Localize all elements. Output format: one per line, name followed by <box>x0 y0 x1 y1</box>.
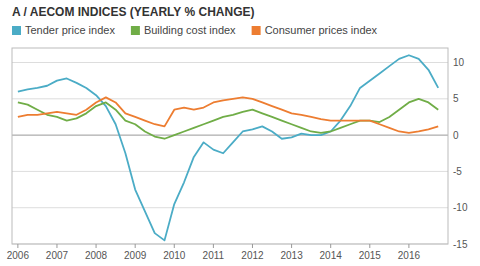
x-tick <box>213 244 214 248</box>
chart: A / AECOM INDICES (YEARLY % CHANGE) Tende… <box>0 0 480 266</box>
x-tick <box>17 244 18 248</box>
x-tick-label: 2006 <box>7 250 30 261</box>
series-line <box>18 99 438 139</box>
x-tick-label: 2009 <box>124 250 147 261</box>
x-tick-label: 2014 <box>320 250 343 261</box>
x-tick-label: 2007 <box>46 250 69 261</box>
legend-item: Consumer prices index <box>252 24 378 36</box>
series-line <box>18 97 438 133</box>
legend-item: Tender price index <box>12 24 115 36</box>
y-tick-label: -15 <box>453 239 468 250</box>
x-tick <box>96 244 97 248</box>
series-group <box>18 55 438 240</box>
y-tick-label: -5 <box>453 166 462 177</box>
grid-line <box>12 207 448 208</box>
x-tick-label: 2012 <box>241 250 264 261</box>
x-tick-label: 2010 <box>163 250 186 261</box>
x-tick <box>291 244 292 248</box>
grid-line <box>12 135 448 136</box>
series-line <box>18 55 438 240</box>
x-tick <box>252 244 253 248</box>
legend: Tender price index Building cost index Con… <box>12 24 378 36</box>
x-tick <box>408 244 409 248</box>
x-tick <box>330 244 331 248</box>
x-tick <box>135 244 136 248</box>
y-tick-label: 10 <box>453 57 465 68</box>
x-tick-label: 2013 <box>280 250 303 261</box>
grid-line <box>12 171 448 172</box>
legend-swatch <box>252 26 261 35</box>
legend-label: Consumer prices index <box>265 24 378 36</box>
legend-swatch <box>12 26 21 35</box>
grid <box>12 63 448 244</box>
legend-label: Building cost index <box>144 24 236 36</box>
legend-label: Tender price index <box>25 24 115 36</box>
x-tick-label: 2008 <box>85 250 108 261</box>
x-tick-label: 2011 <box>203 250 225 261</box>
legend-swatch <box>131 26 140 35</box>
title: A / AECOM INDICES (YEARLY % CHANGE) <box>12 5 254 19</box>
x-tick-label: 2016 <box>398 250 421 261</box>
x-tick <box>174 244 175 248</box>
y-tick-label: -10 <box>453 202 468 213</box>
x-tick <box>369 244 370 248</box>
y-tick-label: 0 <box>453 130 459 141</box>
y-tick-label: 5 <box>453 93 459 104</box>
x-tick <box>56 244 57 248</box>
plot-frame <box>12 48 448 244</box>
legend-item: Building cost index <box>131 24 236 36</box>
grid-line <box>12 62 448 63</box>
x-tick-label: 2015 <box>359 250 382 261</box>
